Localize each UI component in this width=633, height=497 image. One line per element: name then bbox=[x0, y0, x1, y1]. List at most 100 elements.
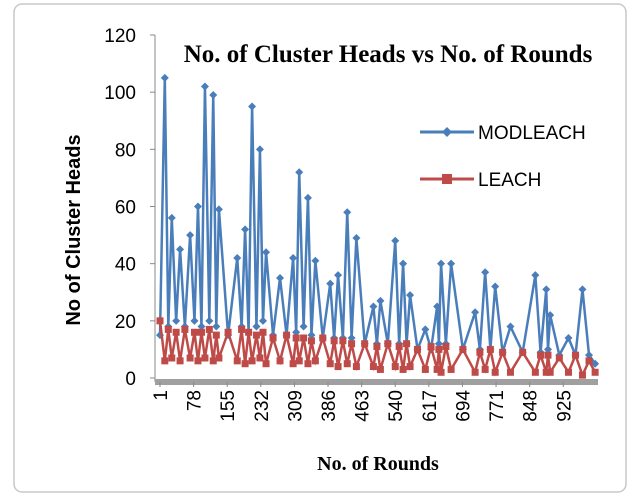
marker bbox=[197, 328, 205, 336]
x-tick-label: 617 bbox=[420, 390, 441, 422]
marker bbox=[205, 325, 213, 333]
y-tick-label: 60 bbox=[115, 198, 136, 219]
marker bbox=[295, 168, 304, 177]
marker bbox=[486, 345, 494, 353]
marker bbox=[299, 322, 308, 331]
x-axis bbox=[155, 379, 598, 385]
marker bbox=[339, 337, 347, 345]
x-axis-label: No. of Rounds bbox=[317, 453, 439, 475]
marker bbox=[565, 368, 573, 376]
x-tick-label: 463 bbox=[353, 390, 374, 422]
marker bbox=[585, 357, 593, 365]
marker bbox=[295, 357, 303, 365]
marker bbox=[399, 365, 407, 373]
marker bbox=[542, 368, 550, 376]
marker bbox=[491, 282, 500, 291]
marker bbox=[585, 351, 594, 360]
marker bbox=[481, 365, 489, 373]
marker bbox=[160, 73, 169, 82]
marker bbox=[197, 322, 206, 331]
marker bbox=[307, 331, 316, 340]
x-tick-label: 155 bbox=[218, 390, 239, 422]
marker bbox=[352, 363, 360, 371]
marker bbox=[519, 348, 527, 356]
marker bbox=[292, 328, 301, 337]
y-tick-label: 40 bbox=[115, 255, 136, 276]
marker bbox=[258, 316, 267, 325]
marker bbox=[262, 360, 270, 368]
marker bbox=[391, 236, 400, 245]
marker bbox=[546, 368, 554, 376]
y-tick-label: 120 bbox=[104, 26, 136, 47]
marker bbox=[194, 357, 202, 365]
marker bbox=[369, 302, 378, 311]
marker bbox=[300, 334, 308, 342]
marker bbox=[252, 322, 261, 331]
marker bbox=[395, 343, 403, 351]
marker bbox=[437, 259, 446, 268]
x-tick-label: 925 bbox=[554, 390, 575, 422]
marker bbox=[591, 368, 599, 376]
marker bbox=[376, 365, 384, 373]
marker bbox=[238, 325, 246, 333]
marker bbox=[304, 360, 312, 368]
marker bbox=[168, 354, 176, 362]
marker bbox=[352, 233, 361, 242]
marker bbox=[471, 308, 480, 317]
marker bbox=[233, 357, 241, 365]
marker bbox=[447, 259, 456, 268]
marker bbox=[437, 368, 445, 376]
marker bbox=[289, 253, 298, 262]
marker bbox=[319, 334, 327, 342]
marker bbox=[433, 365, 441, 373]
marker bbox=[156, 317, 164, 325]
x-tick-label: 694 bbox=[453, 390, 474, 422]
marker bbox=[307, 337, 315, 345]
marker bbox=[421, 325, 430, 334]
marker bbox=[303, 193, 312, 202]
marker bbox=[190, 328, 198, 336]
y-tick-label: 80 bbox=[115, 140, 136, 161]
marker bbox=[555, 354, 563, 362]
y-tick-label: 20 bbox=[115, 312, 136, 333]
marker bbox=[413, 345, 421, 353]
y-tick-label: 0 bbox=[125, 369, 136, 390]
marker bbox=[167, 213, 176, 222]
x-tick-label: 540 bbox=[386, 390, 407, 422]
marker bbox=[172, 316, 181, 325]
marker bbox=[406, 363, 414, 371]
x-tick-label: 309 bbox=[285, 390, 306, 422]
marker bbox=[542, 285, 551, 294]
marker bbox=[330, 337, 338, 345]
marker bbox=[347, 333, 356, 342]
chart-title: No. of Cluster Heads vs No. of Rounds bbox=[183, 41, 593, 68]
marker bbox=[571, 351, 579, 359]
x-tick-label: 78 bbox=[185, 390, 206, 411]
marker bbox=[578, 371, 586, 379]
marker bbox=[442, 343, 450, 351]
legend-label: LEACH bbox=[478, 170, 541, 191]
marker bbox=[311, 256, 320, 265]
marker bbox=[172, 328, 180, 336]
marker bbox=[326, 279, 335, 288]
marker bbox=[176, 245, 185, 254]
marker bbox=[190, 316, 199, 325]
marker bbox=[283, 331, 291, 339]
marker bbox=[209, 357, 217, 365]
legend-marker bbox=[442, 127, 452, 137]
legend-marker bbox=[442, 174, 452, 184]
x-tick-label: 771 bbox=[487, 390, 508, 422]
marker bbox=[269, 334, 277, 342]
marker bbox=[259, 328, 267, 336]
marker bbox=[276, 357, 284, 365]
marker bbox=[209, 91, 218, 100]
marker bbox=[591, 359, 600, 368]
marker bbox=[361, 340, 369, 348]
marker bbox=[212, 322, 221, 331]
marker bbox=[343, 208, 352, 217]
series-line bbox=[158, 320, 597, 379]
marker bbox=[384, 340, 392, 348]
marker bbox=[544, 351, 552, 359]
